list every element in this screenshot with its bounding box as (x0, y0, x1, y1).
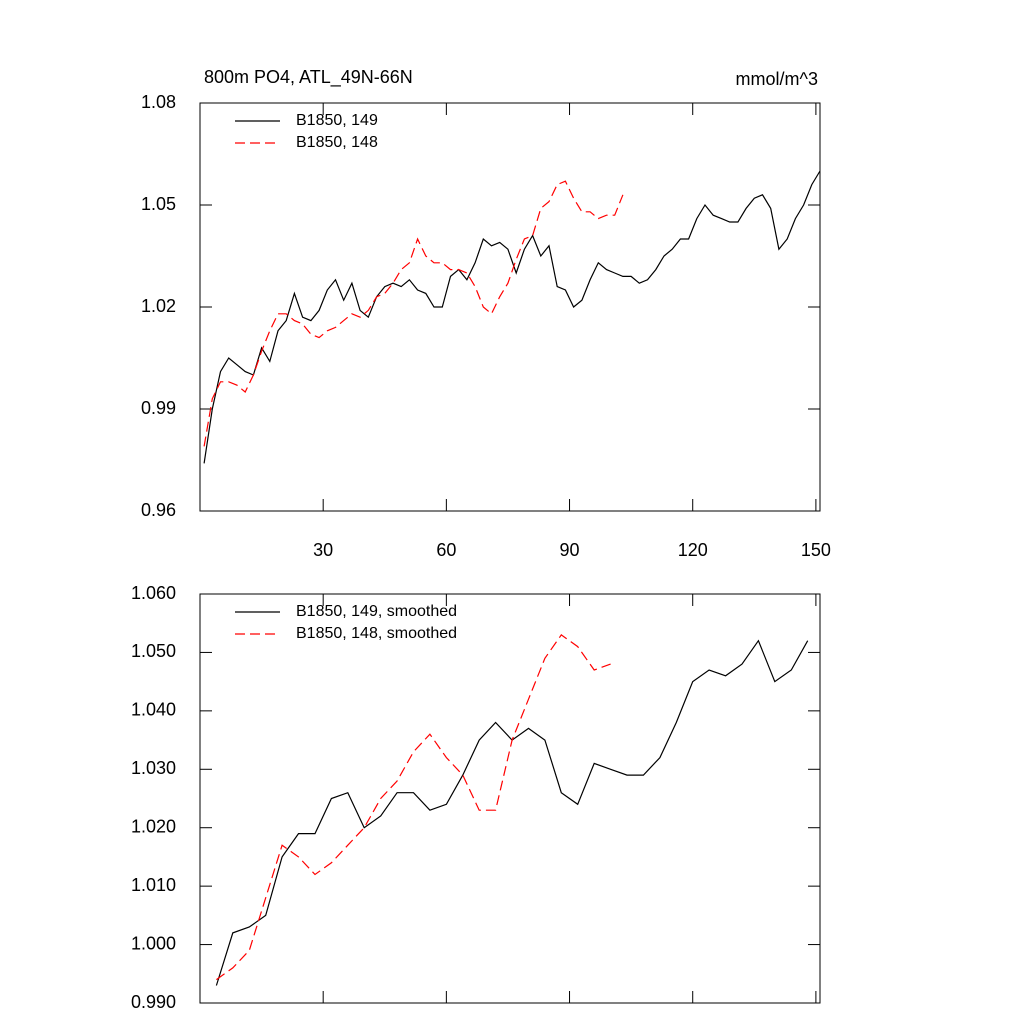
series-line (203, 180, 624, 447)
x-tick-label: 30 (313, 540, 333, 560)
y-tick-label: 0.990 (131, 992, 176, 1012)
series-line (216, 634, 611, 981)
legend-label: B1850, 148 (296, 134, 378, 151)
y-tick-label: 1.05 (141, 194, 176, 214)
y-tick-label: 0.99 (141, 398, 176, 418)
legend-label: B1850, 149, smoothed (296, 603, 457, 620)
series-line (203, 170, 821, 464)
x-tick-label: 90 (560, 540, 580, 560)
chart-title: 800m PO4, ATL_49N-66N (204, 67, 413, 88)
y-tick-label: 0.96 (141, 500, 176, 520)
units-label: mmol/m^3 (736, 69, 818, 89)
y-tick-label: 1.060 (131, 583, 176, 603)
series-line (215, 639, 809, 986)
legend-label: B1850, 148, smoothed (296, 625, 457, 642)
y-tick-label: 1.010 (131, 875, 176, 895)
y-tick-label: 1.030 (131, 758, 176, 778)
plot-frame (199, 593, 821, 1004)
y-tick-label: 1.020 (131, 816, 176, 836)
legend-label: B1850, 149 (296, 112, 378, 129)
y-tick-label: 1.08 (141, 92, 176, 112)
x-tick-label: 60 (436, 540, 456, 560)
y-tick-label: 1.000 (131, 933, 176, 953)
x-tick-label: 120 (678, 540, 708, 560)
plot-frame (199, 102, 821, 512)
y-tick-label: 1.050 (131, 641, 176, 661)
x-tick-label: 150 (801, 540, 831, 560)
y-tick-label: 1.02 (141, 296, 176, 316)
y-tick-label: 1.040 (131, 700, 176, 720)
